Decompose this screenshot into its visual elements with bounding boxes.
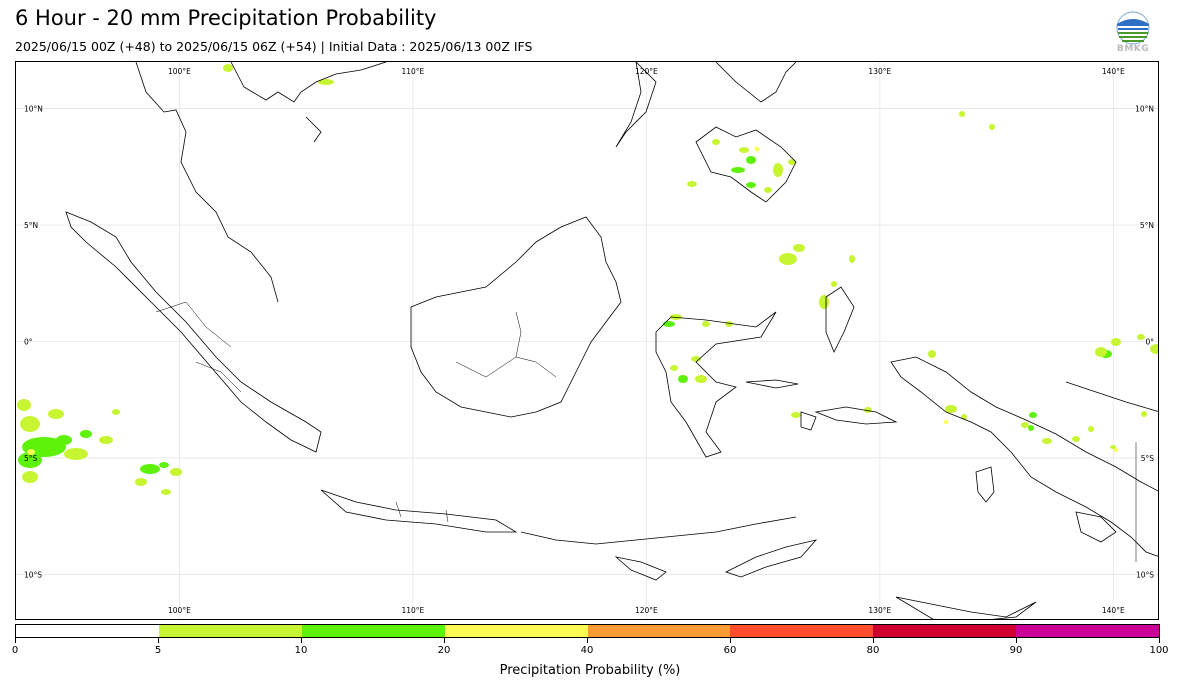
lon-label-top: 120°E — [635, 67, 658, 76]
precip-patches — [17, 64, 1158, 495]
coastlines — [65, 62, 1158, 619]
admin-borders — [155, 301, 1137, 562]
colorbar-tick-label: 0 — [11, 645, 19, 656]
bmkg-logo-icon — [1116, 11, 1150, 45]
colorbar-segment — [301, 625, 445, 637]
colorbar-segment — [16, 625, 159, 637]
lat-label-left: 0° — [24, 338, 33, 347]
graticule — [16, 62, 1158, 619]
lon-label-bottom: 130°E — [868, 606, 891, 615]
colorbar-title: Precipitation Probability (%) — [499, 663, 681, 678]
logo-text: BMKG — [1116, 44, 1150, 54]
lon-label-top: 110°E — [401, 67, 424, 76]
map-panel: 100°E 100°E 110°E 110°E 120°E 120°E 130°E 130°E… — [15, 61, 1159, 620]
lon-label-bottom: 140°E — [1102, 606, 1125, 615]
colorbar-tick-mark — [730, 638, 731, 643]
colorbar-tick-mark — [873, 638, 874, 643]
colorbar-tick-mark — [15, 638, 16, 643]
lat-label-right: 5°S — [1141, 454, 1155, 463]
colorbar-segment — [1016, 625, 1159, 637]
lon-label-top: 130°E — [868, 67, 891, 76]
colorbar-tick-mark — [1016, 638, 1017, 643]
lon-label-top: 140°E — [1102, 67, 1125, 76]
lat-label-right: 0° — [1145, 338, 1154, 347]
colorbar-tick-label: 100 — [1149, 645, 1169, 656]
lon-label-top: 100°E — [168, 67, 191, 76]
precipitation-map: 100°E 100°E 110°E 110°E 120°E 120°E 130°E 130°E… — [16, 62, 1158, 619]
colorbar-tick-mark — [301, 638, 302, 643]
lat-label-left: 10°S — [24, 570, 42, 579]
colorbar-segment — [444, 625, 588, 637]
colorbar-tick-label: 60 — [723, 645, 737, 656]
colorbar-tick-mark — [444, 638, 445, 643]
colorbar-tick-mark — [1159, 638, 1160, 643]
lat-label-right: 10°S — [1136, 570, 1154, 579]
colorbar-segment — [730, 625, 874, 637]
colorbar-segment — [158, 625, 302, 637]
colorbar-tick-mark — [587, 638, 588, 643]
colorbar-tick-label: 10 — [294, 645, 308, 656]
lat-label-right: 5°N — [1140, 221, 1154, 230]
lat-label-left: 5°S — [24, 454, 38, 463]
colorbar-tick-label: 80 — [866, 645, 880, 656]
lon-label-bottom: 110°E — [401, 606, 424, 615]
colorbar-tick-label: 90 — [1009, 645, 1023, 656]
lon-label-bottom: 120°E — [635, 606, 658, 615]
graticule-labels: 100°E 100°E 110°E 110°E 120°E 120°E 130°E 130°E… — [24, 67, 1154, 615]
map-title: 6 Hour - 20 mm Precipitation Probability — [15, 6, 437, 30]
colorbar-tick-label: 40 — [580, 645, 594, 656]
colorbar-segment — [873, 625, 1017, 637]
colorbar-segment — [587, 625, 731, 637]
lat-label-left: 10°N — [24, 105, 43, 114]
colorbar-tick-label: 5 — [154, 645, 162, 656]
colorbar — [15, 624, 1160, 638]
map-subtitle: 2025/06/15 00Z (+48) to 2025/06/15 06Z (… — [15, 39, 533, 54]
lat-label-right: 10°N — [1135, 105, 1154, 114]
colorbar-tick-label: 20 — [437, 645, 451, 656]
colorbar-tick-mark — [158, 638, 159, 643]
lat-label-left: 5°N — [24, 221, 38, 230]
lon-label-bottom: 100°E — [168, 606, 191, 615]
